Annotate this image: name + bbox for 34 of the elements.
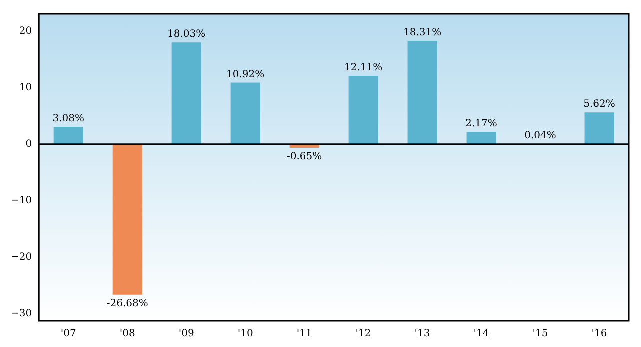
y-tick-label: 0 <box>26 138 32 150</box>
x-tick-label: '07 <box>60 328 76 340</box>
bar <box>172 42 202 144</box>
data-label: 0.04% <box>524 130 556 142</box>
x-tick-label: '12 <box>356 328 372 340</box>
data-label: 18.03% <box>168 29 206 40</box>
x-tick-label: '09 <box>178 328 194 340</box>
bar <box>466 132 496 144</box>
x-tick-label: '13 <box>414 328 430 340</box>
data-label: 2.17% <box>466 118 498 130</box>
x-tick-label: '16 <box>592 328 608 340</box>
y-tick-label: −30 <box>10 308 32 320</box>
x-tick-label: '15 <box>532 328 548 340</box>
bar <box>54 126 84 144</box>
data-label: 12.11% <box>344 62 383 74</box>
data-label: 10.92% <box>226 69 265 80</box>
bar <box>112 144 142 295</box>
data-label: 5.62% <box>584 99 616 110</box>
x-tick-label: '14 <box>474 328 490 340</box>
x-tick-label: '08 <box>120 328 136 340</box>
y-tick-label: −10 <box>10 195 32 206</box>
x-tick-label: '11 <box>296 328 312 340</box>
y-tick-label: −20 <box>10 252 32 263</box>
data-label: 18.31% <box>403 28 442 39</box>
x-tick-label: '10 <box>238 328 254 340</box>
bar <box>348 76 378 144</box>
data-label: -26.68% <box>106 298 148 310</box>
bar <box>584 112 614 144</box>
bar <box>230 82 260 144</box>
bar <box>408 41 438 144</box>
y-tick-label: 20 <box>19 26 32 38</box>
y-tick-label: 10 <box>19 82 32 94</box>
data-label: 3.08% <box>52 114 84 125</box>
data-label: -0.65% <box>286 152 322 163</box>
